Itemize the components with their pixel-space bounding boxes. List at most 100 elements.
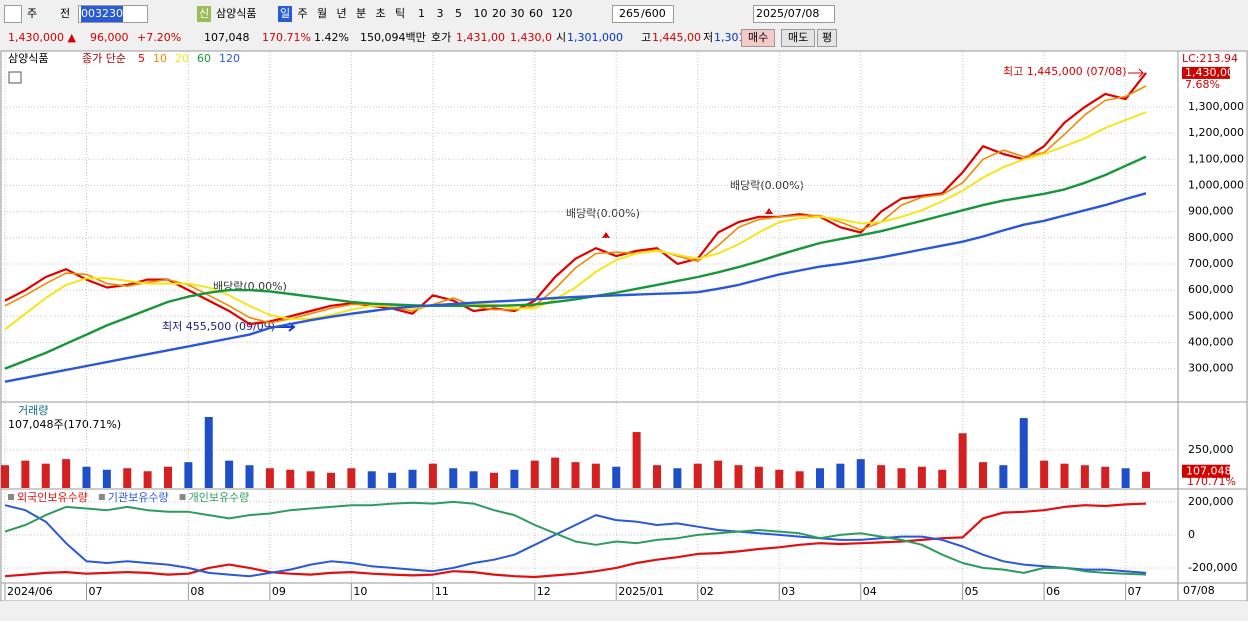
rate-label: 7.68% xyxy=(1185,78,1220,91)
count-box[interactable]: 265/600 xyxy=(612,5,674,23)
dividend-annotation: 배당락(0.00%) xyxy=(730,179,804,192)
period-tab[interactable]: 초 xyxy=(375,7,386,20)
sell-button[interactable]: 매도 xyxy=(781,29,816,47)
volume-bar xyxy=(1080,465,1089,488)
y-tick-label: 0 xyxy=(1188,528,1195,541)
last-price-bg xyxy=(1182,66,1230,79)
y-tick-label: 250,000 xyxy=(1188,443,1234,456)
volume-bar xyxy=(327,472,335,488)
ask-label: 호가 xyxy=(431,31,452,44)
volume-bar xyxy=(877,465,886,488)
legend-swatch xyxy=(179,494,186,500)
volume-bar xyxy=(1060,463,1069,488)
volume-bar xyxy=(693,463,702,488)
x-tick-label: 2025/01 xyxy=(618,585,664,598)
minute-tab[interactable]: 20 xyxy=(492,7,506,20)
y-tick-label: 500,000 xyxy=(1188,309,1234,322)
period-tab[interactable]: 틱 xyxy=(395,7,406,20)
series-line xyxy=(4,72,1147,326)
volume-bar xyxy=(204,417,213,488)
value-label-bg xyxy=(1182,464,1230,478)
avg-button[interactable]: 평 xyxy=(817,29,838,47)
stock-code: 003230 xyxy=(81,6,123,22)
buy-button[interactable]: 매수 xyxy=(741,29,776,47)
legend-entry: 외국인보유수량 xyxy=(17,491,88,504)
minute-tab[interactable]: 10 xyxy=(473,7,488,20)
period-tab[interactable]: 월 xyxy=(317,7,328,20)
volume-bar xyxy=(265,468,274,488)
volume-bar xyxy=(795,471,804,488)
last-price: 1,430,000 xyxy=(1185,66,1241,79)
volume-title: 거래량 xyxy=(18,404,48,417)
volume-ratio: 170.71% xyxy=(262,31,311,44)
minute-tab[interactable]: 60 xyxy=(529,7,543,20)
current-date: 07/08 xyxy=(1183,584,1215,597)
series-line xyxy=(4,500,1147,576)
legend-title: 종가 단순 xyxy=(82,52,126,65)
volume-bar xyxy=(836,463,845,488)
volume-bar xyxy=(714,460,723,488)
volume-bar xyxy=(225,460,234,488)
period-tab[interactable]: 일 xyxy=(278,6,293,22)
period-tab[interactable]: 분 xyxy=(356,7,367,20)
y-tick-label: 700,000 xyxy=(1188,257,1234,270)
volume-bar xyxy=(1101,466,1110,488)
minute-tab[interactable]: 120 xyxy=(551,7,573,20)
volume-bar xyxy=(449,468,458,488)
legend-entry: 20 xyxy=(175,52,189,65)
minute-tab[interactable]: 5 xyxy=(455,7,462,20)
volume-bar xyxy=(1,465,9,488)
change: 96,000 xyxy=(90,31,129,44)
code-input[interactable]: 003230 xyxy=(78,5,148,23)
y-tick-label: 1,100,000 xyxy=(1188,152,1244,165)
legend-entry: 10 xyxy=(153,52,167,65)
legend-swatch xyxy=(8,494,14,500)
volume-bar xyxy=(632,432,641,488)
x-tick-label: 09 xyxy=(272,585,286,598)
volume-bar xyxy=(897,468,906,488)
x-tick-label: 08 xyxy=(190,585,204,598)
x-tick-label: 12 xyxy=(537,585,551,598)
x-tick-label: 07 xyxy=(1128,585,1142,598)
volume-bar xyxy=(347,468,356,488)
x-tick-label: 07 xyxy=(89,585,103,598)
volume-bar xyxy=(62,459,71,488)
volume-bar xyxy=(571,462,580,488)
prev-button[interactable]: 전 xyxy=(60,7,71,20)
volume-bar xyxy=(510,469,519,488)
legend-entry: 기관보유수량 xyxy=(108,491,169,504)
minute-tab[interactable]: 3 xyxy=(436,7,444,20)
period-tab[interactable]: 주 xyxy=(297,7,308,20)
date-box[interactable]: 2025/07/08 xyxy=(753,5,835,23)
market-select[interactable]: 주 xyxy=(27,7,38,20)
volume-bar xyxy=(958,433,967,488)
minute-tab[interactable]: 30 xyxy=(510,7,525,20)
menu-button[interactable] xyxy=(4,5,22,23)
volume-bar xyxy=(938,469,947,488)
volume-bar xyxy=(388,472,397,488)
open: 1,301,000 xyxy=(567,31,623,44)
volume-bar xyxy=(816,468,824,488)
new-badge: 신 xyxy=(197,6,212,22)
low-arrow xyxy=(270,322,296,332)
volume-bar xyxy=(490,472,498,488)
volume-bar xyxy=(408,469,417,488)
dividend-annotation: 배당락(0.00%) xyxy=(566,207,640,220)
y-tick-label: -200,000 xyxy=(1188,561,1237,574)
volume-bar xyxy=(123,468,132,488)
dividend-annotation: 배당락(0.00%) xyxy=(213,280,287,293)
volume-bar xyxy=(551,457,560,488)
bid: 1,430,0 xyxy=(510,31,552,44)
date: 2025/07/08 xyxy=(756,7,820,20)
open-label: 시 xyxy=(556,31,567,44)
calendar-icon xyxy=(8,71,22,84)
scrollbar[interactable] xyxy=(1,601,1247,620)
volume-bar xyxy=(673,468,682,488)
legend-entry: 120 xyxy=(219,52,240,65)
volume-bar xyxy=(530,460,539,488)
y-tick-label: 900,000 xyxy=(1188,205,1234,218)
minute-tab[interactable]: 1 xyxy=(418,7,425,20)
legend-entry: 개인보유수량 xyxy=(189,491,250,504)
period-tab[interactable]: 년 xyxy=(336,7,347,20)
